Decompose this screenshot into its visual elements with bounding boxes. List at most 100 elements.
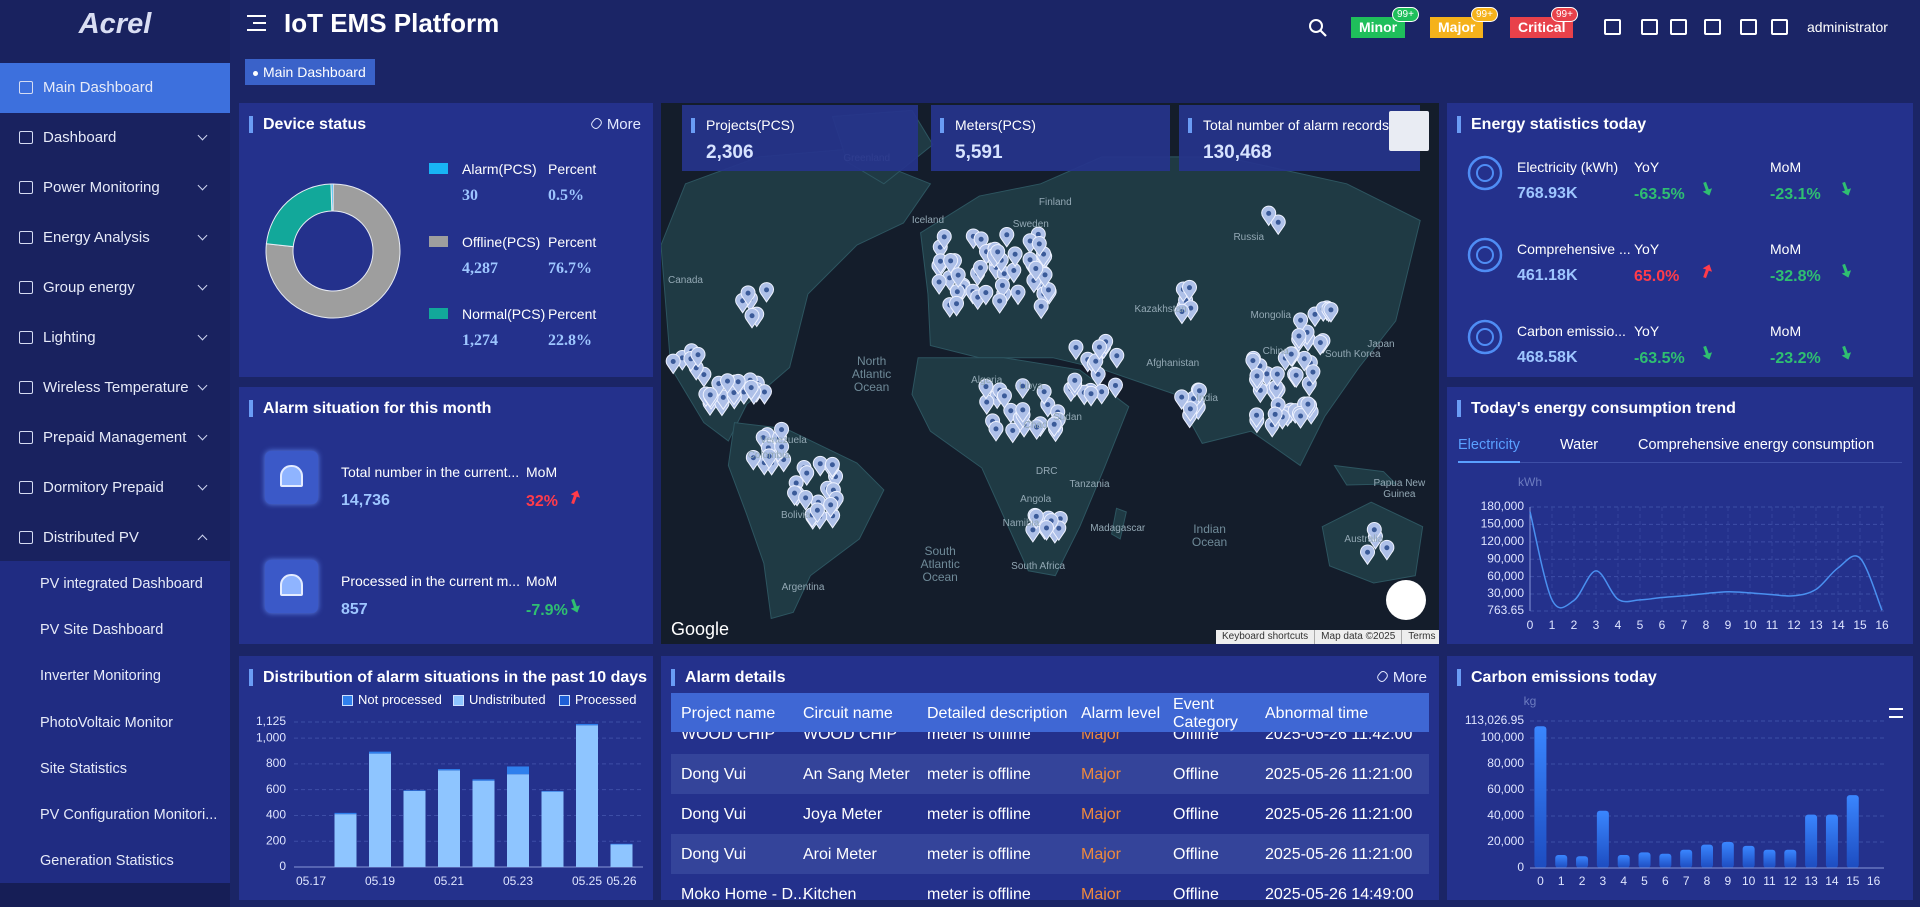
map-pin-dot	[701, 372, 707, 378]
column-header: Abnormal time	[1265, 705, 1369, 722]
y-tick-label: 120,000	[1481, 534, 1525, 548]
toolbar-icon[interactable]	[1771, 19, 1788, 35]
map-pin-dot	[1030, 527, 1036, 533]
alert-badge[interactable]: Major	[1430, 17, 1484, 38]
legend-label: Processed	[575, 692, 637, 707]
map-pin-dot	[1020, 407, 1026, 413]
map-footer-text[interactable]: Map data ©2025	[1314, 630, 1401, 644]
x-tick-label: 05.25	[572, 874, 602, 888]
menu-item[interactable]: Prepaid Management	[0, 413, 230, 463]
toolbar-icon[interactable]	[1641, 19, 1658, 35]
map-camera-control[interactable]	[1386, 580, 1426, 620]
map-panel[interactable]: GreenlandIcelandFinlandSwedenRussiaCanad…	[661, 103, 1439, 644]
map-pin-dot	[983, 290, 989, 296]
map-place-label: China	[1262, 345, 1289, 357]
menu-item[interactable]: Distributed PV	[0, 513, 230, 563]
more-link[interactable]: More	[589, 116, 641, 133]
mom-value: -7.9%	[526, 602, 568, 619]
table-cell: Dong Vui	[681, 806, 747, 823]
alarm-label: Total number in the current...	[341, 464, 520, 480]
x-tick-label: 7	[1683, 874, 1690, 888]
map-pin-dot	[766, 453, 772, 459]
map-pin-dot	[779, 427, 785, 433]
menu-item[interactable]: Wireless Temperature	[0, 363, 230, 413]
toolbar-icon[interactable]	[1740, 19, 1757, 35]
bar	[1680, 849, 1693, 868]
tab[interactable]: Water	[1560, 437, 1599, 453]
stat-value: 2,306	[706, 142, 754, 163]
y-tick-label: 30,000	[1487, 586, 1524, 600]
fullscreen-button[interactable]	[1389, 111, 1429, 151]
submenu-item[interactable]: Generation Statistics	[40, 853, 174, 870]
stat-card: Projects(PCS) 2,306	[682, 105, 918, 171]
y-tick-label: 40,000	[1487, 808, 1524, 822]
map-place-label: Colombia	[747, 449, 790, 461]
y-tick-label: 100,000	[1481, 730, 1525, 744]
icon-ring	[1467, 237, 1503, 273]
alarm-label: Processed in the current m...	[341, 573, 520, 589]
x-tick-label: 2	[1571, 618, 1578, 632]
submenu-item[interactable]: Site Statistics	[40, 760, 128, 777]
more-link[interactable]: More	[1375, 669, 1427, 686]
menu-item[interactable]: Group energy	[0, 263, 230, 313]
map-pin-dot	[725, 378, 731, 384]
table-cell: Joya Meter	[803, 806, 883, 823]
alert-count: 99+	[1471, 7, 1498, 22]
map-pin-dot	[1034, 424, 1040, 430]
menu-item[interactable]: Main Dashboard	[0, 63, 230, 113]
mom-value: -23.1%	[1770, 186, 1821, 203]
submenu-item[interactable]: PV Site Dashboard	[40, 622, 164, 639]
map-pin-dot	[707, 392, 713, 398]
submenu-item[interactable]: PV integrated Dashboard	[40, 576, 203, 592]
x-tick-label: 1	[1549, 618, 1556, 632]
tab[interactable]: Electricity	[1458, 437, 1521, 463]
table-cell: An Sang Meter	[803, 766, 910, 783]
map-pin-dot	[748, 385, 754, 391]
y-tick-label: 800	[266, 756, 286, 770]
map-pin-dot	[1275, 402, 1281, 408]
toolbar-icon[interactable]	[1604, 19, 1621, 35]
map-pin-dot	[695, 352, 701, 358]
alert-badge[interactable]: Minor	[1351, 17, 1406, 38]
map-footer: Keyboard shortcuts Map data ©2025 Terms	[1216, 630, 1439, 644]
stat-label: Electricity (kWh)	[1517, 159, 1619, 175]
map-pin-dot	[993, 426, 999, 432]
user-name[interactable]: administrator	[1807, 19, 1888, 35]
stat-value: 461.18K	[1517, 267, 1578, 284]
map-pin-dot	[1296, 333, 1302, 339]
map-footer-text[interactable]: Terms	[1401, 630, 1439, 644]
map-place-label: Tanzania	[1069, 479, 1110, 491]
map-pin-dot	[1384, 545, 1390, 551]
search-icon	[1309, 19, 1327, 37]
menu-item[interactable]: Power Monitoring	[0, 163, 230, 213]
map-footer-text[interactable]: Keyboard shortcuts	[1222, 631, 1309, 642]
map-place-label: Algeria	[971, 374, 1003, 386]
filter-icon[interactable]	[1889, 708, 1903, 718]
map-pin-dot	[1186, 285, 1192, 291]
alert-badge[interactable]: Critical	[1510, 17, 1574, 38]
x-tick-label: 15	[1853, 618, 1867, 632]
menu-toggle[interactable]	[247, 15, 266, 31]
menu-item[interactable]: Dashboard	[0, 113, 230, 163]
line-chart: kWh 763.65 30,000 60,000 90,000 120,000 150,00…	[1481, 475, 1889, 632]
map-pin-dot	[1288, 351, 1294, 357]
x-tick-label: 3	[1593, 618, 1600, 632]
map-pin-dot	[1033, 266, 1039, 272]
breadcrumb-tab[interactable]: Main Dashboard	[245, 59, 375, 85]
toolbar-icon[interactable]	[1670, 19, 1687, 35]
map-pin-dot	[1312, 311, 1318, 317]
tab[interactable]: Comprehensive energy consumption	[1638, 437, 1875, 453]
submenu-item[interactable]: PhotoVoltaic Monitor	[40, 714, 173, 731]
menu-label: Power Monitoring	[43, 179, 160, 196]
submenu-item[interactable]: Inverter Monitoring	[40, 668, 161, 685]
menu-icon	[19, 231, 33, 244]
menu-item[interactable]: Dormitory Prepaid	[0, 463, 230, 513]
map-pin-dot	[1293, 372, 1299, 378]
y-tick-label: 60,000	[1487, 782, 1524, 796]
menu-item[interactable]: Lighting	[0, 313, 230, 363]
menu-item[interactable]: Energy Analysis	[0, 213, 230, 263]
map-pin-dot	[1264, 371, 1270, 377]
submenu-item[interactable]: PV Configuration Monitori...	[40, 807, 218, 823]
x-tick-label: 4	[1620, 874, 1627, 888]
toolbar-icon[interactable]	[1704, 19, 1721, 35]
